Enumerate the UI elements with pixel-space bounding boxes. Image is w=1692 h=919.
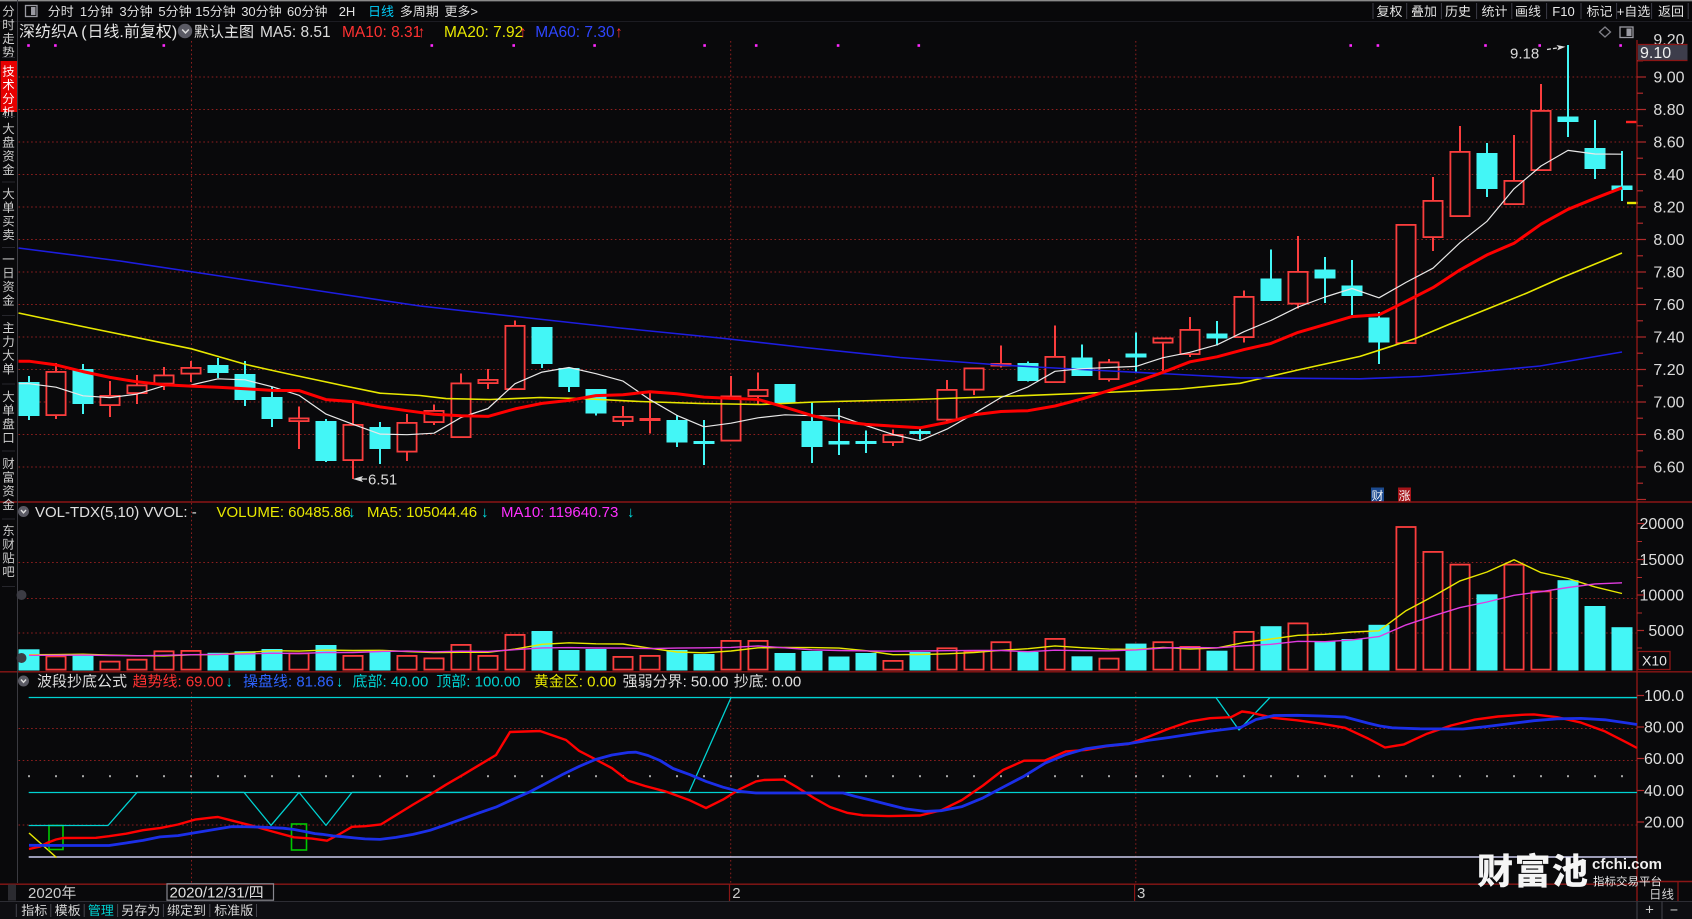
svg-text:VOLUME: 60485.86: VOLUME: 60485.86 [217,504,351,521]
svg-text:2020: 2020 [28,885,61,902]
svg-text:8.20: 8.20 [1653,200,1684,217]
svg-text:: 0.00: : 0.00 [764,674,802,691]
svg-text:30: 30 [241,4,255,19]
svg-text:): ) [172,24,177,41]
svg-text:↓: ↓ [225,674,233,691]
svg-text:: 40.00: : 40.00 [383,674,429,691]
svg-text:10000: 10000 [1640,588,1685,605]
svg-text:+: + [1617,4,1625,19]
svg-text:↓: ↓ [336,674,344,691]
svg-text:MA20: 7.92: MA20: 7.92 [444,24,523,41]
svg-text:8.00: 8.00 [1653,232,1684,249]
svg-text:: 81.86: : 81.86 [288,674,334,691]
svg-text:>: > [470,4,478,19]
svg-text:15000: 15000 [1640,552,1685,569]
svg-text:8.80: 8.80 [1653,102,1684,119]
svg-text:↑: ↑ [519,24,527,41]
svg-text:3: 3 [1137,885,1145,902]
svg-text:2: 2 [732,885,740,902]
svg-text:6.80: 6.80 [1653,427,1684,444]
svg-text:MA10: 119640.73: MA10: 119640.73 [501,504,618,521]
svg-text:↓: ↓ [627,504,635,521]
svg-text:F10: F10 [1552,4,1574,19]
svg-text:cfchi.com: cfchi.com [1592,856,1662,873]
svg-text:7.80: 7.80 [1653,265,1684,282]
svg-text:9.10: 9.10 [1640,45,1671,62]
svg-text:MA5: 8.51: MA5: 8.51 [260,24,331,41]
svg-text:5000: 5000 [1648,623,1684,640]
svg-text:↑: ↑ [418,24,426,41]
svg-text:2H: 2H [339,4,356,19]
svg-text:5: 5 [158,4,165,19]
svg-text:6.60: 6.60 [1653,460,1684,477]
svg-text:7.40: 7.40 [1653,330,1684,347]
svg-text:6.51: 6.51 [368,472,397,489]
svg-text:7.60: 7.60 [1653,297,1684,314]
svg-text:VOL-TDX(5,10) VVOL: -: VOL-TDX(5,10) VVOL: - [35,504,197,521]
svg-text:20000: 20000 [1640,516,1685,533]
svg-text:: 69.00: : 69.00 [178,674,224,691]
svg-text:9.18: 9.18 [1510,46,1539,63]
svg-text:80.00: 80.00 [1644,720,1684,737]
svg-text:MA5: 105044.46: MA5: 105044.46 [367,504,477,521]
svg-text:MA60: 7.30: MA60: 7.30 [535,24,615,41]
svg-text:: 50.00: : 50.00 [683,674,729,691]
svg-text:20.00: 20.00 [1644,815,1684,832]
svg-text:60: 60 [287,4,301,19]
svg-text:3: 3 [119,4,126,19]
svg-text:100.0: 100.0 [1644,688,1684,705]
svg-text:60.00: 60.00 [1644,751,1684,768]
svg-text:+: + [1645,902,1654,919]
svg-text:8.60: 8.60 [1653,135,1684,152]
svg-text:↓: ↓ [481,504,489,521]
svg-text:↑: ↑ [615,24,623,41]
svg-text:A (: A ( [67,24,87,41]
svg-text:8.40: 8.40 [1653,167,1684,184]
svg-text:7.20: 7.20 [1653,362,1684,379]
svg-text:.: . [119,24,123,41]
svg-text:1: 1 [80,4,87,19]
svg-text:15: 15 [195,4,209,19]
svg-text:−: − [1670,902,1678,918]
svg-text:7.00: 7.00 [1653,395,1684,412]
svg-text:2020/12/31/: 2020/12/31/ [170,885,250,902]
svg-text:: 0.00: : 0.00 [579,674,617,691]
svg-text:X10: X10 [1642,653,1667,669]
svg-text:MA10: 8.31: MA10: 8.31 [342,24,421,41]
svg-text:↓: ↓ [348,504,356,521]
svg-text:40.00: 40.00 [1644,783,1684,800]
svg-text:9.00: 9.00 [1653,70,1684,87]
svg-text:: 100.00: : 100.00 [466,674,520,691]
